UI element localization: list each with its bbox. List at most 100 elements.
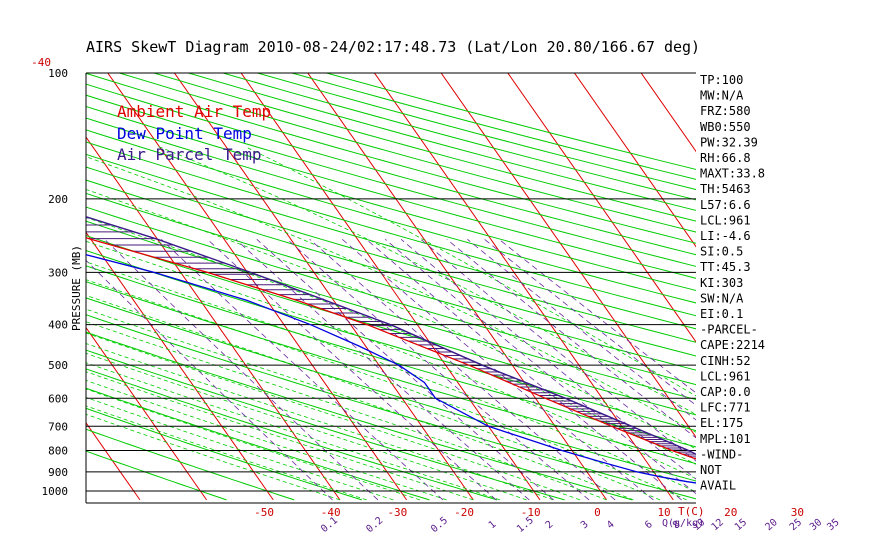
bottom-temp-tick-label: -50	[254, 506, 274, 519]
sounding-index-label: SW:N/A	[700, 291, 744, 305]
temp-axis-label: T(C)	[678, 505, 705, 518]
mixing-ratio-line	[287, 239, 590, 501]
isotherm-line	[640, 73, 696, 153]
isotherm-line	[0, 64, 73, 500]
top-temp-tick-label: -40	[31, 56, 51, 69]
mixing-ratio-line	[235, 239, 530, 501]
dewpoint-profile	[86, 254, 696, 484]
dry-adiabat-line	[86, 265, 696, 448]
dry-adiabat-line	[86, 179, 696, 357]
pressure-tick-label: 900	[48, 466, 68, 479]
dry-adiabat-line	[86, 117, 696, 291]
isotherm-line	[573, 73, 696, 248]
sounding-index-label: EI:0.1	[700, 307, 743, 321]
mixing-ratio-line	[400, 238, 696, 480]
mixing-ratio-line	[86, 259, 333, 501]
mixing-ratio-tick-label: 4	[605, 519, 617, 531]
pressure-tick-label: 500	[48, 359, 68, 372]
mixing-ratio-line	[256, 239, 554, 501]
dry-adiabat-line	[86, 235, 696, 416]
dry-adiabat-line	[86, 349, 565, 501]
isotherm-line	[86, 231, 274, 501]
mixing-ratio-tick-label: 8	[671, 519, 683, 531]
plot-background	[86, 73, 696, 503]
dry-adiabat-line	[86, 129, 696, 304]
mixing-ratio-tick-label: 12	[710, 517, 726, 533]
isotherm-line	[173, 73, 474, 501]
pressure-tick-label: 1000	[42, 485, 69, 498]
isotherm-line	[86, 421, 141, 501]
legend-ambient-air-temp: Ambient Air Temp	[117, 102, 271, 121]
pressure-tick-label: 100	[48, 67, 68, 80]
sounding-index-label: LI:-4.6	[700, 229, 751, 243]
sounding-index-label: FRZ:580	[700, 104, 751, 118]
sounding-index-label: LCL:961	[700, 213, 751, 227]
dry-adiabat-line	[86, 368, 498, 501]
mixing-ratio-line	[467, 238, 696, 421]
isotherm-line	[507, 73, 696, 343]
bottom-temp-tick-label: 0	[594, 506, 601, 519]
sounding-index-label: -PARCEL-	[700, 323, 758, 337]
sounding-index-label: L57:6.6	[700, 198, 751, 212]
mixing-ratio-line	[161, 239, 444, 501]
isotherm-line	[86, 326, 207, 501]
dry-adiabat-line	[86, 450, 227, 501]
dry-adiabat-line	[86, 153, 696, 330]
sounding-index-label: AVAIL	[700, 479, 736, 493]
dry-adiabat-line	[86, 106, 696, 279]
bottom-temp-tick-label: -10	[521, 506, 541, 519]
sounding-index-label: MPL:101	[700, 432, 751, 446]
pressure-tick-label: 700	[48, 420, 68, 433]
sounding-index-label: CAPE:2214	[700, 338, 765, 352]
sounding-index-label: PW:32.39	[700, 135, 758, 149]
isotherm-line	[107, 73, 407, 501]
bottom-temp-tick-label: 30	[791, 506, 804, 519]
mixing-ratio-tick-label: 35	[825, 517, 841, 533]
mixing-ratio-tick-label: 25	[788, 517, 804, 533]
sounding-index-label: RH:66.8	[700, 151, 751, 165]
parcel-temp-profile	[86, 215, 696, 456]
dry-adiabat-line	[86, 141, 696, 317]
dry-adiabat-line	[86, 297, 696, 482]
pressure-tick-label: 400	[48, 319, 68, 332]
bottom-temp-tick-label: 10	[657, 506, 670, 519]
dry-adiabat-line	[86, 166, 696, 343]
isotherm-line	[0, 64, 7, 500]
sounding-index-label: CAP:0.0	[700, 385, 751, 399]
mixing-ratio-tick-label: 0.2	[364, 515, 385, 535]
mixing-ratio-axis-label: Q(g/kg)	[662, 518, 704, 529]
mixing-ratio-line	[309, 238, 616, 501]
sounding-index-label: EL:175	[700, 416, 743, 430]
mixing-ratio-tick-label: 6	[643, 519, 655, 531]
sounding-index-label: MW:N/A	[700, 89, 744, 103]
sounding-index-label: NOT	[700, 463, 722, 477]
dry-adiabat-line	[86, 73, 696, 244]
dry-adiabat-line	[86, 206, 696, 386]
mixing-ratio-line	[384, 238, 696, 495]
sounding-index-label: WB0:550	[700, 120, 751, 134]
mixing-ratio-tick-label: 20	[763, 517, 779, 533]
dry-adiabat-line	[86, 192, 696, 371]
bottom-temp-tick-label: -20	[454, 506, 474, 519]
mixing-ratio-tick-label: 0.5	[429, 515, 450, 535]
sounding-index-label: SI:0.5	[700, 245, 743, 259]
legend-dew-point-temp: Dew Point Temp	[117, 124, 252, 143]
sounding-index-label: CINH:52	[700, 354, 751, 368]
mixing-ratio-tick-label: 1	[487, 519, 499, 531]
chart-title: AIRS SkewT Diagram 2010-08-24/02:17:48.7…	[86, 38, 700, 56]
pressure-tick-label: 600	[48, 392, 68, 405]
pressure-tick-label: 200	[48, 193, 68, 206]
sounding-index-label: LCL:961	[700, 369, 751, 383]
dry-adiabat-line	[86, 94, 696, 267]
sounding-index-label: TP:100	[700, 73, 743, 87]
sounding-index-label: MAXT:33.8	[700, 167, 765, 181]
legend-air-parcel-temp: Air Parcel Temp	[117, 145, 262, 164]
bottom-temp-tick-label: 20	[724, 506, 737, 519]
bottom-temp-tick-label: -30	[387, 506, 407, 519]
mixing-ratio-line	[446, 238, 696, 439]
dry-adiabat-line	[86, 428, 295, 501]
sounding-index-label: -WIND-	[700, 447, 743, 461]
isotherm-line	[307, 73, 608, 501]
dry-adiabat-line	[86, 83, 696, 256]
mixing-ratio-line	[420, 238, 696, 462]
